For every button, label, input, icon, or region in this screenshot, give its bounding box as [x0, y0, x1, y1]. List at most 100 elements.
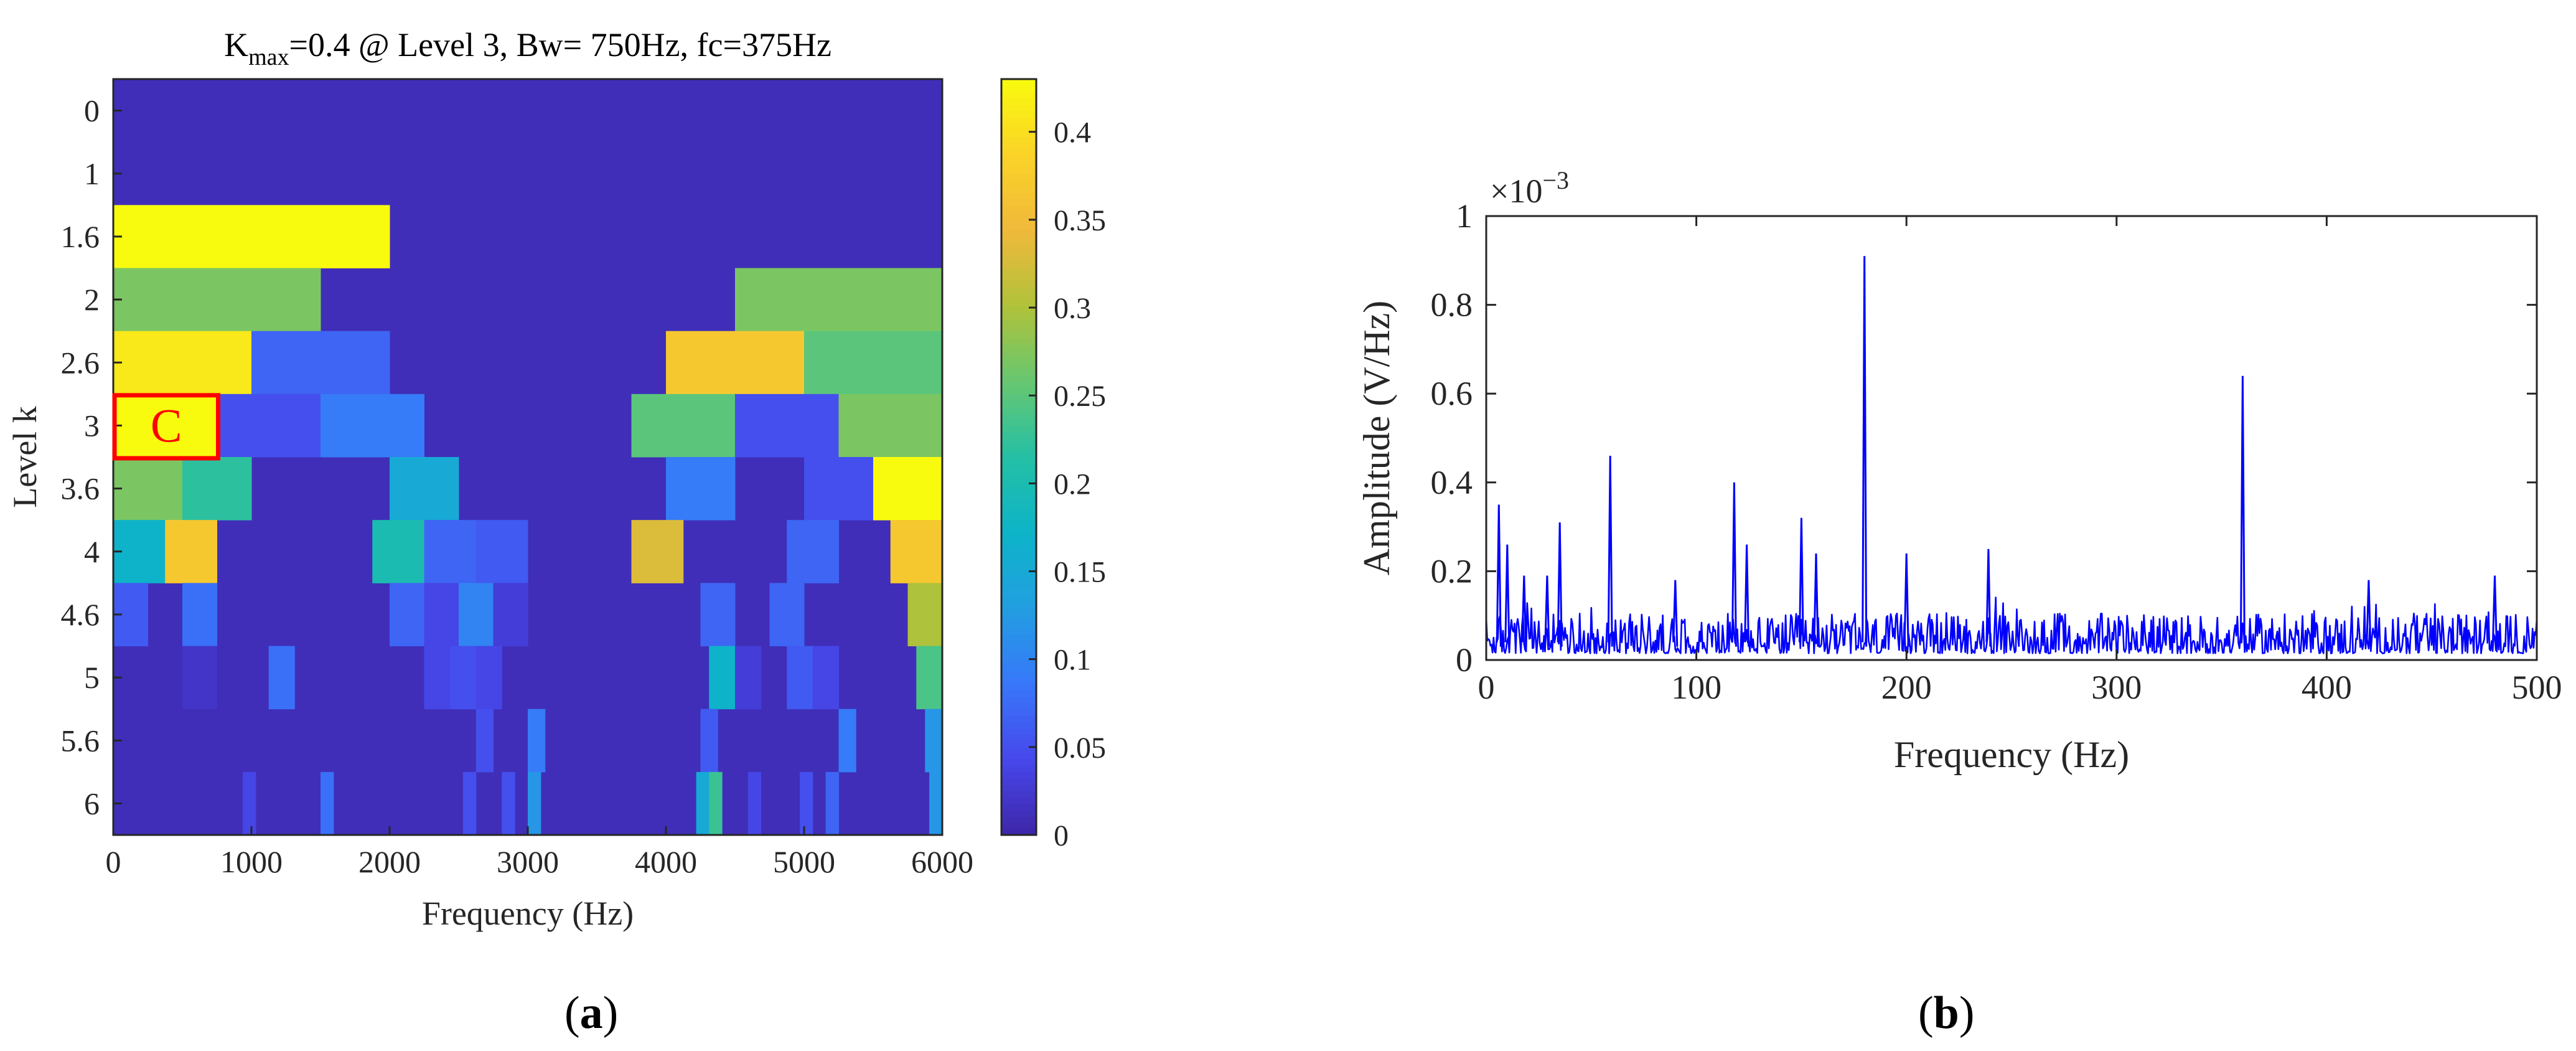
spectrum-peaks: [1496, 256, 2498, 647]
colorbar-step: [1001, 362, 1036, 370]
colorbar-step: [1001, 684, 1036, 691]
colorbar-step: [1001, 299, 1036, 306]
spectrum-x-tick-label: 0: [1478, 669, 1495, 706]
spectrum-peak: [2239, 375, 2246, 647]
spectrum-y-tick-label: 0.4: [1431, 464, 1473, 501]
heatmap-y-tick-label: 1: [84, 156, 100, 191]
colorbar-step: [1001, 816, 1036, 823]
title-subscript: max: [248, 44, 289, 70]
heatmap-cell: [217, 394, 321, 458]
panel-b-spectrum: 0 100 200 300 400 500 0 0.2 0.4 0.6 0.8 1 ×10−3 Fr…: [1356, 166, 2562, 775]
spectrum-peak: [1544, 575, 1550, 647]
colorbar-step: [1001, 671, 1036, 678]
heatmap-cell: [182, 457, 252, 521]
spectrum-y-tick-label: 1: [1456, 197, 1473, 235]
colorbar-step: [1001, 785, 1036, 791]
heatmap-cell: [424, 520, 477, 583]
heatmap-cell: [631, 394, 736, 458]
colorbar-tick-label: 0.05: [1054, 732, 1106, 765]
colorbar-step: [1001, 318, 1036, 326]
panel-label-b-letter: b: [1933, 987, 1959, 1039]
colorbar-step: [1001, 331, 1036, 338]
colorbar-step: [1001, 110, 1036, 118]
panel-a-heatmap: 0 1000 2000 3000 4000 5000 6000 0 1 1.6 2 2.6 3 3.6 4…: [6, 26, 1106, 932]
heatmap-cell: [113, 394, 217, 458]
colorbar-step: [1001, 312, 1036, 319]
heatmap-cell: [475, 709, 494, 773]
colorbar-step: [1001, 268, 1036, 275]
heatmap-cell: [243, 771, 256, 836]
heatmap-cell: [873, 457, 943, 521]
heatmap-cell: [735, 646, 762, 710]
heatmap-cell: [475, 646, 502, 710]
heatmap-y-tick-label: 4.6: [61, 597, 100, 632]
colorbar-step: [1001, 570, 1036, 578]
colorbar-step: [1001, 771, 1036, 779]
heatmap-cell: [459, 583, 494, 646]
heatmap-y-ticks: 0 1 1.6 2 2.6 3 3.6 4 4.6 5 5.6 6: [61, 93, 122, 821]
heatmap-cell: [929, 771, 943, 836]
heatmap-y-tick-label: 2.6: [61, 345, 100, 380]
spectrum-background: [1486, 216, 2537, 660]
colorbar-step: [1001, 627, 1036, 634]
colorbar-step: [1001, 79, 1036, 86]
colorbar-step: [1001, 192, 1036, 200]
colorbar-step: [1001, 765, 1036, 773]
colorbar-step: [1001, 394, 1036, 401]
spectrum-y-tick-label: 0.8: [1431, 286, 1473, 324]
colorbar-step: [1001, 514, 1036, 521]
heatmap-cell: [890, 520, 943, 583]
heatmap-cell: [700, 709, 718, 773]
heatmap-cell: [528, 771, 541, 836]
heatmap-cell: [390, 583, 424, 646]
colorbar-step: [1001, 822, 1036, 829]
spectrum-x-tick-label: 400: [2302, 669, 2352, 706]
colorbar-step: [1001, 809, 1036, 817]
spectrum-line: [1485, 596, 2538, 654]
heatmap-cell: [666, 457, 736, 521]
heatmap-y-axis-label: Level k: [6, 406, 44, 507]
spectrum-peak: [1731, 482, 1737, 647]
heatmap-cell: [321, 771, 334, 836]
heatmap-cell: [631, 520, 684, 583]
colorbar-step: [1001, 431, 1036, 439]
heatmap-cell: [838, 709, 856, 773]
colorbar-step: [1001, 728, 1036, 735]
heatmap-cell: [735, 394, 839, 458]
colorbar-tick-label: 0.3: [1054, 292, 1091, 325]
colorbar-step: [1001, 601, 1036, 609]
colorbar-step: [1001, 136, 1036, 143]
colorbar-step: [1001, 199, 1036, 206]
colorbar-step: [1001, 419, 1036, 427]
colorbar-step: [1001, 595, 1036, 603]
heatmap-y-tick-label: 4: [84, 534, 100, 569]
colorbar-step: [1001, 621, 1036, 628]
spectrum-peak: [2366, 580, 2372, 647]
spectrum-y-ticks: 0 0.2 0.4 0.6 0.8 1: [1431, 197, 2537, 679]
title-suffix: =0.4 @ Level 3, Bw= 750Hz, fc=375Hz: [289, 26, 831, 64]
colorbar-tick-label: 0.35: [1054, 204, 1106, 237]
spectrum-frame: [1485, 215, 2538, 661]
heatmap-x-tick-label: 6000: [911, 844, 973, 879]
colorbar-step: [1001, 639, 1036, 647]
colorbar-step: [1001, 715, 1036, 722]
spectrum-x-axis-label: Frequency (Hz): [1894, 734, 2129, 775]
colorbar-step: [1001, 85, 1036, 93]
colorbar-step: [1001, 356, 1036, 364]
heatmap-cell: [113, 331, 252, 395]
colorbar-step: [1001, 211, 1036, 219]
colorbar-step: [1001, 438, 1036, 445]
heatmap-cell: [165, 520, 217, 583]
colorbar-step: [1001, 494, 1036, 502]
colorbar-step: [1001, 381, 1036, 389]
spectrum-y-tick-label: 0: [1456, 641, 1473, 679]
colorbar-step: [1001, 664, 1036, 672]
spectrum-peak: [1798, 517, 1804, 647]
colorbar-step: [1001, 286, 1036, 294]
heatmap-y-tick-label: 0: [84, 93, 100, 128]
colorbar-step: [1001, 740, 1036, 748]
colorbar-step: [1001, 577, 1036, 584]
colorbar-step: [1001, 186, 1036, 193]
spectrum-peak: [1672, 580, 1679, 647]
